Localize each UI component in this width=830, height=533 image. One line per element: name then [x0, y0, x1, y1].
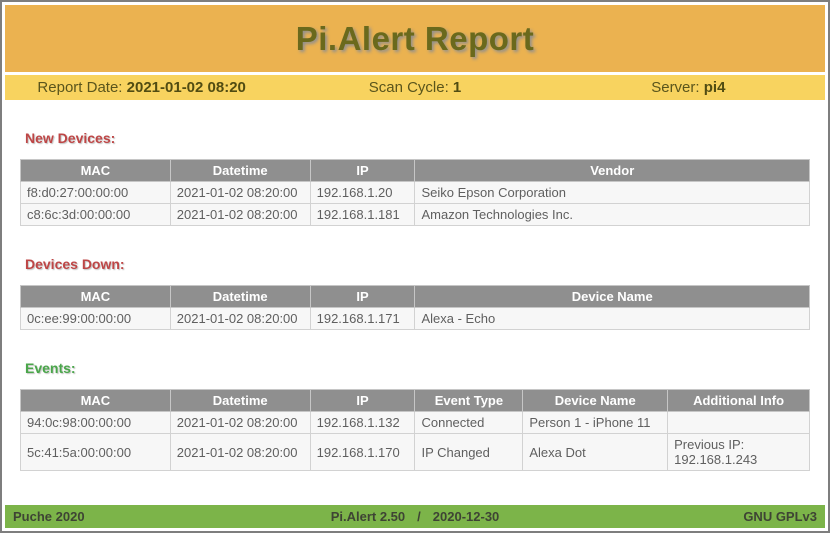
column-header: IP: [309, 159, 416, 182]
section-devices-down: Devices Down: MAC Datetime IP Device Name 0…: [20, 256, 810, 330]
table-cell: Amazon Technologies Inc.: [414, 203, 810, 226]
section-heading-events: Events:: [25, 360, 76, 376]
footer-version: Pi.Alert 2.50 / 2020-12-30: [214, 509, 616, 524]
server-value: pi4: [703, 79, 726, 96]
table-cell: 94:0c:98:00:00:00: [20, 411, 171, 434]
table-cell: 2021-01-02 08:20:00: [169, 203, 311, 226]
table-row: f8:d0:27:00:00:00 2021-01-02 08:20:00 192.…: [20, 181, 810, 204]
table-cell: [667, 411, 810, 434]
table-row: 0c:ee:99:00:00:00 2021-01-02 08:20:00 192.…: [20, 307, 810, 330]
page-title: Pi.Alert Report: [295, 19, 535, 57]
report-sections: New Devices: MAC Datetime IP Vendor f8:d0:2…: [5, 100, 825, 505]
column-header: IP: [309, 389, 416, 412]
column-header: IP: [309, 285, 416, 308]
table-cell: 192.168.1.20: [309, 181, 416, 204]
column-header: Event Type: [414, 389, 524, 412]
table-cell: 5c:41:5a:00:00:00: [20, 433, 171, 471]
footer-version-name: Pi.Alert 2.50: [330, 509, 406, 524]
devices-down-table: MAC Datetime IP Device Name 0c:ee:99:00:00:…: [20, 285, 810, 330]
footer-separator: /: [417, 509, 421, 524]
scan-cycle: Scan Cycle: 1: [278, 79, 551, 96]
report-header: Pi.Alert Report: [5, 5, 825, 72]
server: Server: pi4: [552, 79, 825, 96]
table-cell: 2021-01-02 08:20:00: [169, 433, 311, 471]
events-table: MAC Datetime IP Event Type Device Name Additi…: [20, 389, 810, 471]
table-cell: Person 1 - iPhone 11: [522, 411, 669, 434]
report-meta-bar: Report Date: 2021-01-02 08:20 Scan Cycle…: [5, 75, 825, 100]
section-heading-new-devices: New Devices:: [25, 130, 116, 146]
footer: Puche 2020 Pi.Alert 2.50 / 2020-12-30 GNU …: [5, 505, 825, 528]
column-header: Datetime: [169, 389, 311, 412]
section-new-devices: New Devices: MAC Datetime IP Vendor f8:d0:2…: [20, 130, 810, 226]
column-header: Additional Info: [667, 389, 810, 412]
footer-credit: Puche 2020: [13, 509, 85, 524]
table-cell: 192.168.1.181: [309, 203, 416, 226]
column-header: Vendor: [414, 159, 810, 182]
column-header: Datetime: [169, 285, 311, 308]
table-header-row: MAC Datetime IP Vendor: [20, 159, 810, 182]
table-cell: 0c:ee:99:00:00:00: [20, 307, 171, 330]
column-header: MAC: [20, 389, 171, 412]
section-events: Events: MAC Datetime IP Event Type Device Na…: [20, 360, 810, 471]
table-cell: 192.168.1.171: [309, 307, 416, 330]
table-cell: IP Changed: [414, 433, 524, 471]
table-cell: 192.168.1.132: [309, 411, 416, 434]
table-cell: c8:6c:3d:00:00:00: [20, 203, 171, 226]
table-cell: Alexa - Echo: [414, 307, 810, 330]
report-date-label: Report Date:: [37, 79, 127, 96]
table-row: c8:6c:3d:00:00:00 2021-01-02 08:20:00 192.…: [20, 203, 810, 226]
table-cell: 2021-01-02 08:20:00: [169, 411, 311, 434]
table-cell: Previous IP: 192.168.1.243: [667, 433, 810, 471]
column-header: Device Name: [414, 285, 810, 308]
table-cell: 192.168.1.170: [309, 433, 416, 471]
server-label: Server:: [651, 79, 704, 96]
column-header: Datetime: [169, 159, 311, 182]
scan-cycle-label: Scan Cycle:: [368, 79, 453, 96]
table-cell: Seiko Epson Corporation: [414, 181, 810, 204]
table-cell: f8:d0:27:00:00:00: [20, 181, 171, 204]
footer-version-date: 2020-12-30: [432, 509, 500, 524]
report-date-value: 2021-01-02 08:20: [126, 79, 246, 96]
table-header-row: MAC Datetime IP Device Name: [20, 285, 810, 308]
table-row: 94:0c:98:00:00:00 2021-01-02 08:20:00 192.…: [20, 411, 810, 434]
table-header-row: MAC Datetime IP Event Type Device Name Additi…: [20, 389, 810, 412]
new-devices-table: MAC Datetime IP Vendor f8:d0:27:00:00:00 202…: [20, 159, 810, 226]
section-heading-devices-down: Devices Down:: [25, 256, 125, 272]
table-cell: Connected: [414, 411, 524, 434]
scan-cycle-value: 1: [452, 79, 462, 96]
table-row: 5c:41:5a:00:00:00 2021-01-02 08:20:00 192.…: [20, 433, 810, 471]
column-header: MAC: [20, 159, 171, 182]
table-cell: 2021-01-02 08:20:00: [169, 307, 311, 330]
column-header: Device Name: [522, 389, 669, 412]
footer-license: GNU GPLv3: [743, 509, 817, 524]
table-cell: 2021-01-02 08:20:00: [169, 181, 311, 204]
column-header: MAC: [20, 285, 171, 308]
table-cell: Alexa Dot: [522, 433, 669, 471]
report-date: Report Date: 2021-01-02 08:20: [5, 79, 278, 96]
